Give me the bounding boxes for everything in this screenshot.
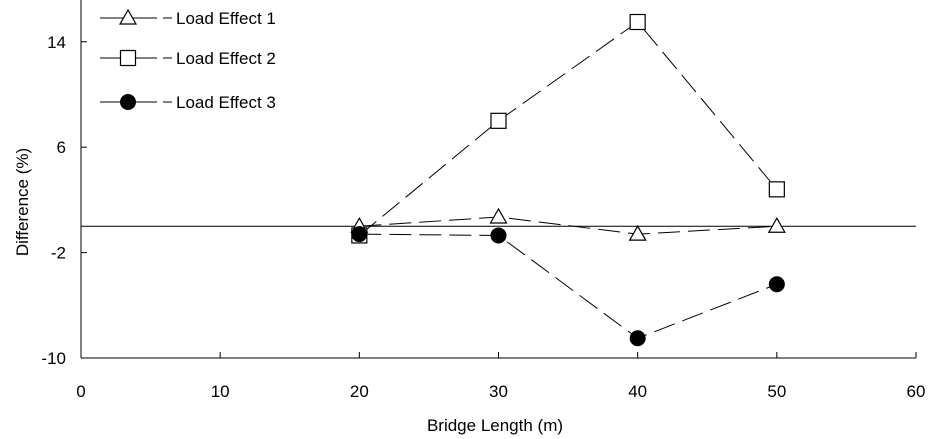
data-point xyxy=(768,276,785,293)
x-tick-label: 0 xyxy=(76,382,85,401)
legend-marker xyxy=(118,8,138,25)
legend: Load Effect 1 Load Effect 2 Load Effect 3 xyxy=(100,8,276,112)
data-point xyxy=(767,217,786,233)
y-tick-label: 14 xyxy=(47,33,66,52)
series-line xyxy=(359,21,778,236)
legend-item-3: Load Effect 3 xyxy=(100,93,276,112)
data-point xyxy=(629,13,646,31)
x-tick-label: 40 xyxy=(628,382,647,401)
data-point xyxy=(490,112,507,129)
x-tick-label: 60 xyxy=(907,382,926,401)
y-tick-label: 6 xyxy=(57,138,66,157)
legend-marker xyxy=(120,94,136,110)
series-layer xyxy=(350,13,786,347)
y-tick-label: -10 xyxy=(41,349,66,368)
legend-item-2: Load Effect 2 xyxy=(100,49,276,68)
data-point xyxy=(489,207,508,224)
legend-item-1: Load Effect 1 xyxy=(100,8,276,28)
series-line xyxy=(359,233,778,339)
x-tick-label: 10 xyxy=(211,382,230,401)
legend-label: Load Effect 2 xyxy=(176,49,276,68)
legend-label: Load Effect 3 xyxy=(176,93,276,112)
series-2 xyxy=(351,13,785,244)
data-point xyxy=(629,330,646,347)
legend-label: Load Effect 1 xyxy=(176,9,276,28)
series-line xyxy=(359,216,777,235)
data-point xyxy=(490,227,507,244)
legend-marker xyxy=(119,49,137,67)
y-axis-title: Difference (%) xyxy=(13,148,32,256)
x-tick-label: 20 xyxy=(350,382,369,401)
series-3 xyxy=(351,226,785,347)
y-tick-label: -2 xyxy=(51,244,66,263)
x-axis-title: Bridge Length (m) xyxy=(427,416,563,435)
x-tick-label: 30 xyxy=(489,382,508,401)
data-point xyxy=(351,226,368,243)
series-1 xyxy=(350,207,786,241)
data-point xyxy=(628,224,647,241)
ticks: 0 10 20 30 40 50 60 14 6 -2 -10 xyxy=(41,33,925,401)
x-tick-label: 50 xyxy=(767,382,786,401)
data-point xyxy=(768,181,785,198)
